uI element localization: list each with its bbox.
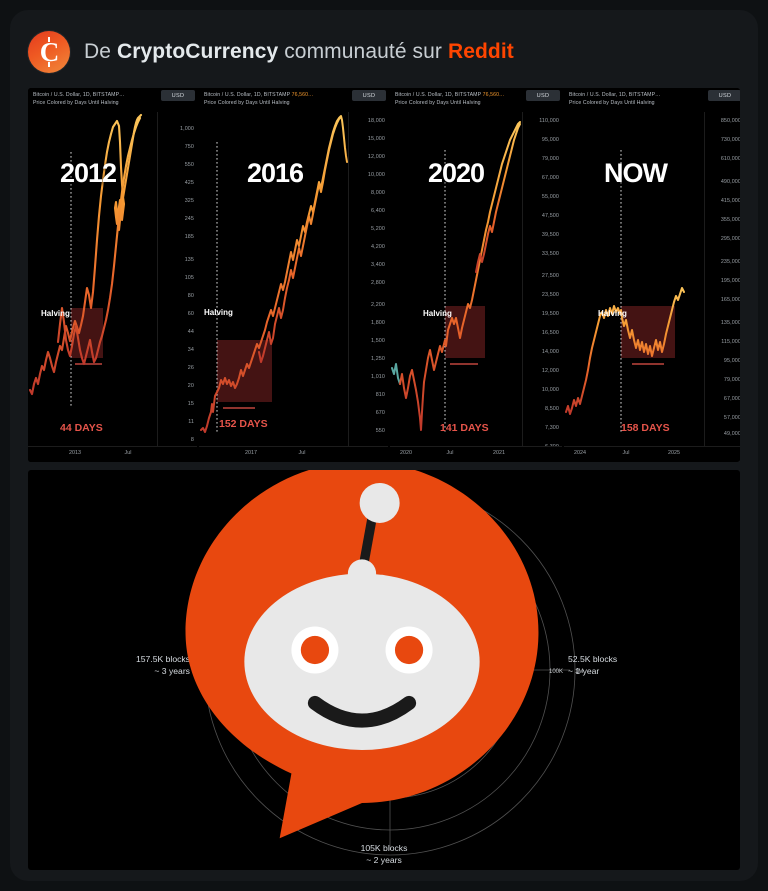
halving-annotation: Halving <box>598 309 627 318</box>
x-tick: 2024 <box>574 450 586 456</box>
header: C De CryptoCurrency communauté sur Reddi… <box>10 10 758 88</box>
days-annotation: 141 DAYS <box>440 422 489 434</box>
currency-badge[interactable]: USD <box>526 90 560 101</box>
x-tick: Jul <box>124 450 132 456</box>
x-tick: 2013 <box>69 450 81 456</box>
panel-now[interactable]: Bitcoin / U.S. Dollar, 1D, BITSTAMP… Pri… <box>564 88 740 462</box>
panel-subtitle-line: Price Colored by Days Until Halving <box>569 100 655 106</box>
currency-badge[interactable]: USD <box>708 90 740 101</box>
panel-header: Bitcoin / U.S. Dollar, 1D, BITSTAMP… Pri… <box>28 88 197 112</box>
x-axis[interactable]: 2024 Jul 2025 <box>564 446 740 462</box>
x-tick: Jul <box>446 450 454 456</box>
polar-right-label: 52.5K blocks ~ 1 year <box>568 653 617 677</box>
panel-price: 76,560… <box>482 92 505 98</box>
polar-left-label-line2: ~ 3 years <box>154 666 190 676</box>
x-tick: 2017 <box>245 450 257 456</box>
panel-header: Bitcoin / U.S. Dollar, 1D, BITSTAMP 76,5… <box>199 88 388 112</box>
panel-symbol-line: Bitcoin / U.S. Dollar, 1D, BITSTAMP… <box>569 92 661 98</box>
y-axis[interactable]: 18,000 15,000 12,000 10,000 8,000 6,400 5,2… <box>348 112 388 462</box>
halving-spiral-chart[interactable]: 1 10 100 1K 10K 100K 1M Halving 157.5K b… <box>28 470 740 870</box>
x-tick: Jul <box>622 450 630 456</box>
halving-annotation: Halving <box>204 308 233 317</box>
panel-plot: 2012 <box>28 112 197 459</box>
plot-area <box>564 112 704 446</box>
currency-badge[interactable]: USD <box>161 90 195 101</box>
title-prefix: De <box>84 40 117 63</box>
halving-comparison-strip: Bitcoin / U.S. Dollar, 1D, BITSTAMP… Pri… <box>28 88 740 462</box>
title-platform: Reddit <box>447 40 514 63</box>
price-line-chart <box>28 113 143 408</box>
polar-right-label-line2: ~ 1 year <box>568 666 600 676</box>
panel-subtitle-line: Price Colored by Days Until Halving <box>204 100 290 106</box>
panel-plot: NOW Halving 158 DAYS 850,000 730,000 610,… <box>564 112 740 462</box>
panel-subtitle-line: Price Colored by Days Until Halving <box>33 100 119 106</box>
panel-header: Bitcoin / U.S. Dollar, 1D, BITSTAMP… Pri… <box>564 88 740 112</box>
y-axis[interactable]: 850,000 730,000 610,000 490,000 415,000 355… <box>704 112 740 462</box>
price-line-chart <box>391 121 521 434</box>
polar-bottom-label-line2: ~ 2 years <box>366 855 402 865</box>
panel-plot: 2020 Halving 141 DAYS 110,000 95,000 7 <box>390 112 562 462</box>
panel-plot: 2016 Halving 152 DAYS 18,000 15,000 12,00… <box>199 112 388 462</box>
y-axis[interactable]: 110,000 95,000 79,000 67,000 55,000 47,500 … <box>522 112 562 462</box>
panel-price: 76,560… <box>291 92 314 98</box>
x-tick: 2020 <box>400 450 412 456</box>
polar-bottom-label: 105K blocks ~ 2 years <box>361 842 408 866</box>
panel-2020[interactable]: Bitcoin / U.S. Dollar, 1D, BITSTAMP 76,5… <box>390 88 562 462</box>
polar-bottom-label-line1: 105K blocks <box>360 843 408 853</box>
panel-symbol-line: Bitcoin / U.S. Dollar, 1D, BITSTAMP… <box>33 92 125 98</box>
polar-right-label-line1: 52.5K blocks <box>568 654 618 664</box>
days-annotation: 44 DAYS <box>60 422 103 434</box>
x-tick: 2021 <box>493 450 505 456</box>
halving-annotation: Halving <box>41 309 70 318</box>
polar-left-label: 157.5K blocks ~ 3 years <box>136 653 190 677</box>
plot-area <box>28 112 157 446</box>
plot-area <box>390 112 522 446</box>
x-tick: 2025 <box>668 450 680 456</box>
panel-header: Bitcoin / U.S. Dollar, 1D, BITSTAMP 76,5… <box>390 88 562 112</box>
price-line-chart <box>565 150 685 434</box>
x-axis[interactable]: 2013 Jul <box>28 446 197 462</box>
svg-text:1M: 1M <box>575 669 583 675</box>
panel-2016[interactable]: Bitcoin / U.S. Dollar, 1D, BITSTAMP 76,5… <box>199 88 388 462</box>
plot-area <box>199 112 348 446</box>
reddit-snoo-icon <box>185 470 539 839</box>
panel-symbol-line: Bitcoin / U.S. Dollar, 1D, BITSTAMP 76,5… <box>204 92 314 98</box>
polar-left-label-line1: 157.5K blocks <box>136 654 190 664</box>
halving-annotation: Halving <box>423 309 452 318</box>
x-tick: Jul <box>298 450 306 456</box>
svg-text:100K: 100K <box>549 669 563 675</box>
price-line-chart <box>200 115 348 433</box>
infographic-card: C De CryptoCurrency communauté sur Reddi… <box>10 10 758 881</box>
panel-subtitle-line: Price Colored by Days Until Halving <box>395 100 481 106</box>
days-annotation: 158 DAYS <box>621 422 670 434</box>
cryptocurrency-coin-icon: C <box>28 31 70 73</box>
x-axis[interactable]: 2020 Jul 2021 <box>390 446 562 462</box>
panel-symbol-line: Bitcoin / U.S. Dollar, 1D, BITSTAMP 76,5… <box>395 92 505 98</box>
panel-2012[interactable]: Bitcoin / U.S. Dollar, 1D, BITSTAMP… Pri… <box>28 88 197 462</box>
days-annotation: 152 DAYS <box>219 418 268 430</box>
y-axis[interactable]: 1,000 750 550 425 325 245 185 135 105 80 60 44… <box>157 112 197 459</box>
title-middle: communauté sur <box>278 40 448 63</box>
currency-badge[interactable]: USD <box>352 90 386 101</box>
title-brand: CryptoCurrency <box>116 40 279 63</box>
page-title: De CryptoCurrency communauté sur Reddit <box>84 40 514 64</box>
x-axis[interactable]: 2017 Jul <box>199 446 388 462</box>
